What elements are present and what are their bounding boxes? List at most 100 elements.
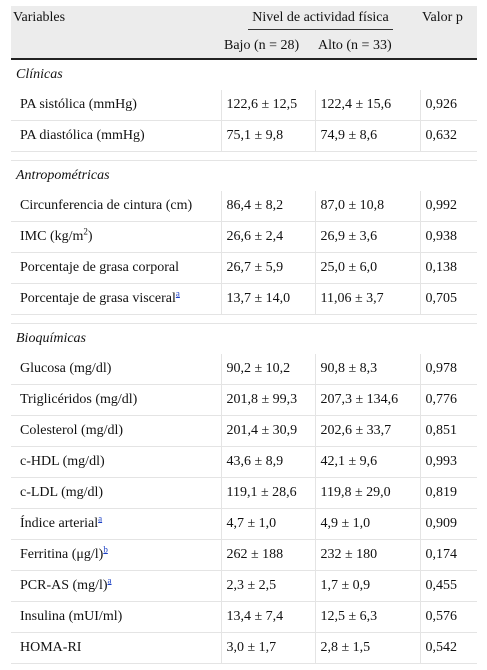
high-activity-value: 202,6 ± 33,7 [314,415,420,447]
variable-name: PCR-AS (mg/l) [20,578,108,593]
low-activity-value: 90,2 ± 10,2 [220,354,315,385]
high-activity-value: 74,9 ± 8,6 [314,120,420,152]
high-activity-value: 1,7 ± 0,9 [314,570,420,602]
table-row: Insulina (mUI/ml) 13,4 ± 7,4 12,5 ± 6,3 0,5… [11,601,477,633]
variable-name: Insulina (mUI/ml) [20,609,123,624]
p-value: 0,705 [419,283,477,315]
section-heading: Antropométricas [11,161,477,192]
variable-name: c-LDL (mg/dl) [20,485,104,500]
low-activity-value: 75,1 ± 9,8 [220,120,315,152]
footnote-link[interactable]: a [175,288,180,299]
results-table: Variables Nivel de actividad física Valo… [11,6,477,664]
variable-name-cell: Índice arteriala [11,508,221,540]
p-value: 0,938 [419,221,477,253]
table-row: PA sistólica (mmHg) 122,6 ± 12,5 122,4 ± 1… [11,90,477,121]
variable-name: Índice arterial [20,516,99,531]
footnote-link[interactable]: a [107,575,112,586]
superscript: 2 [83,226,88,237]
table-row: Ferritina (μg/l)b 262 ± 188 232 ± 180 0,174 [11,539,477,571]
low-activity-value: 119,1 ± 28,6 [220,477,315,509]
low-activity-value: 262 ± 188 [220,539,315,571]
variable-name-cell: IMC (kg/m2) [11,221,221,253]
variable-name-cell: Ferritina (μg/l)b [11,539,221,571]
variable-name-cell: c-LDL (mg/dl) [11,477,221,509]
header-row-2: Bajo (n = 28) Alto (n = 33) [11,34,477,60]
p-value: 0,455 [419,570,477,602]
header-low: Bajo (n = 28) [221,34,315,60]
table-row: IMC (kg/m2) 26,6 ± 2,4 26,9 ± 3,6 0,938 [11,221,477,253]
variable-name-cell: Circunferencia de cintura (cm) [11,191,221,222]
table-row: Glucosa (mg/dl) 90,2 ± 10,2 90,8 ± 8,3 0,97… [11,354,477,385]
header-high: Alto (n = 33) [315,34,420,60]
high-activity-value: 87,0 ± 10,8 [314,191,420,222]
high-activity-value: 12,5 ± 6,3 [314,601,420,633]
header-group: Nivel de actividad física [221,6,420,34]
variable-name: Triglicéridos (mg/dl) [20,392,138,407]
variable-name-cell: Glucosa (mg/dl) [11,354,221,385]
table-row: PA diastólica (mmHg) 75,1 ± 9,8 74,9 ± 8,6… [11,120,477,152]
variable-name-tail: ) [87,229,93,244]
section-heading: Clínicas [11,59,477,90]
low-activity-value: 201,8 ± 99,3 [220,384,315,416]
variable-name: c-HDL (mg/dl) [20,454,105,469]
high-activity-value: 119,8 ± 29,0 [314,477,420,509]
p-value: 0,174 [419,539,477,571]
low-activity-value: 4,7 ± 1,0 [220,508,315,540]
variable-name: IMC (kg/m [20,229,84,244]
low-activity-value: 13,7 ± 14,0 [220,283,315,315]
high-activity-value: 42,1 ± 9,6 [314,446,420,478]
low-activity-value: 3,0 ± 1,7 [220,632,315,664]
variable-name-cell: Triglicéridos (mg/dl) [11,384,221,416]
p-value: 0,819 [419,477,477,509]
p-value: 0,542 [419,632,477,664]
variable-name-cell: PCR-AS (mg/l)a [11,570,221,602]
header-row-1: Variables Nivel de actividad física Valo… [11,6,477,34]
p-value: 0,138 [419,252,477,284]
table-row: Porcentaje de grasa corporal 26,7 ± 5,9 25… [11,252,477,284]
high-activity-value: 207,3 ± 134,6 [314,384,420,416]
p-value: 0,926 [419,90,477,121]
table-row: c-LDL (mg/dl) 119,1 ± 28,6 119,8 ± 29,0 0,8… [11,477,477,509]
header-group-label: Nivel de actividad física [248,10,393,30]
table-row: c-HDL (mg/dl) 43,6 ± 8,9 42,1 ± 9,6 0,993 [11,446,477,478]
high-activity-value: 122,4 ± 15,6 [314,90,420,121]
low-activity-value: 86,4 ± 8,2 [220,191,315,222]
p-value: 0,632 [419,120,477,152]
p-value: 0,993 [419,446,477,478]
variable-name: Circunferencia de cintura (cm) [20,198,193,213]
footnote-link[interactable]: b [103,544,108,555]
low-activity-value: 201,4 ± 30,9 [220,415,315,447]
table-row: Circunferencia de cintura (cm) 86,4 ± 8,2… [11,191,477,222]
high-activity-value: 4,9 ± 1,0 [314,508,420,540]
low-activity-value: 2,3 ± 2,5 [220,570,315,602]
footnote-link[interactable]: a [98,513,103,524]
high-activity-value: 11,06 ± 3,7 [314,283,420,315]
variable-name-cell: HOMA-RI [11,632,221,664]
variable-name: PA diastólica (mmHg) [20,128,145,143]
section-title: Clínicas [16,67,63,82]
section-title: Antropométricas [16,168,110,183]
p-value: 0,576 [419,601,477,633]
variable-name-cell: Colesterol (mg/dl) [11,415,221,447]
p-value: 0,851 [419,415,477,447]
variable-name: Colesterol (mg/dl) [20,423,124,438]
low-activity-value: 122,6 ± 12,5 [220,90,315,121]
section-gap [11,151,477,161]
variable-name-cell: PA diastólica (mmHg) [11,120,221,152]
variable-name-cell: PA sistólica (mmHg) [11,90,221,121]
table-row: Triglicéridos (mg/dl) 201,8 ± 99,3 207,3 ±… [11,384,477,416]
variable-name: PA sistólica (mmHg) [20,97,137,112]
header-pvalue: Valor p [422,10,463,25]
low-activity-value: 43,6 ± 8,9 [220,446,315,478]
p-value: 0,992 [419,191,477,222]
variable-name: HOMA-RI [20,640,82,655]
header-variables: Variables [13,10,66,25]
table-row: Índice arteriala 4,7 ± 1,0 4,9 ± 1,0 0,909 [11,508,477,540]
variable-name: Porcentaje de grasa visceral [20,291,176,306]
section-gap [11,314,477,324]
variable-name-cell: Porcentaje de grasa corporal [11,252,221,284]
high-activity-value: 25,0 ± 6,0 [314,252,420,284]
variable-name-cell: Insulina (mUI/ml) [11,601,221,633]
table-row: Porcentaje de grasa viscerala 13,7 ± 14,0… [11,283,477,315]
low-activity-value: 26,6 ± 2,4 [220,221,315,253]
